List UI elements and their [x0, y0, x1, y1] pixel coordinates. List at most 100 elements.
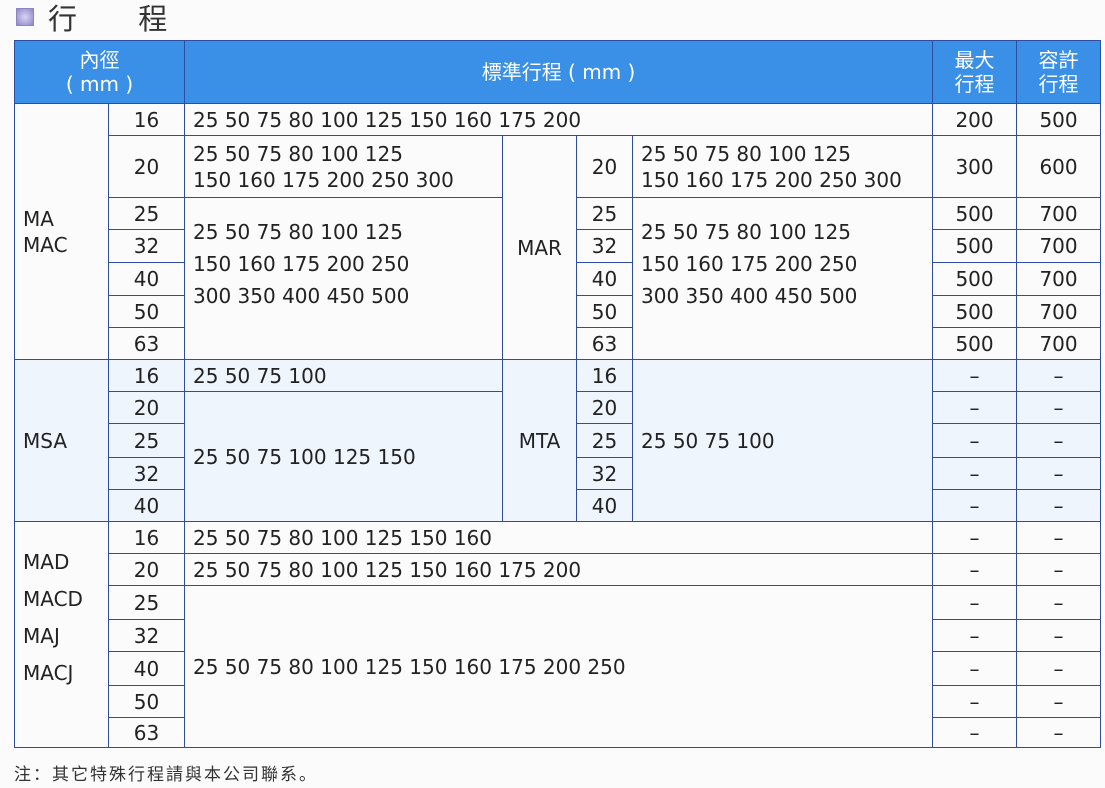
bore-cell: 20 [576, 135, 634, 198]
stroke-cell: 25 50 75 80 100 125 150 160 175 200 250 3… [184, 135, 504, 198]
stroke-cell: 25 50 75 80 100 125 150 160 175 200 [184, 553, 934, 586]
table-row: MSA 16 25 50 75 100 MTA 16 25 50 75 100 … [14, 359, 1102, 522]
allow-cell: 500 [1016, 103, 1102, 136]
max-cell: – [932, 619, 1018, 652]
table-row: 40 40 – – [15, 489, 1102, 522]
table-row: 20 25 50 75 80 100 125 150 160 175 200 25… [15, 135, 1102, 360]
bore-cell: 32 [576, 229, 634, 263]
max-cell: 500 [932, 327, 1018, 360]
max-cell: 500 [932, 295, 1018, 328]
stroke-cell: 25 50 75 100 125 150 [184, 391, 504, 522]
allow-cell: – [1016, 489, 1102, 522]
bore-cell: 20 [107, 553, 186, 586]
stroke-cell: 25 50 75 100 [184, 359, 504, 392]
allow-cell: – [1016, 423, 1102, 458]
stroke-cell: 25 50 75 80 100 125 150 160 175 200 250 3… [632, 135, 934, 198]
table-row: 50 – – [15, 685, 1102, 718]
max-cell: – [932, 457, 1018, 490]
table-row: 25 25 – – [15, 423, 1102, 458]
bore-cell: 40 [107, 651, 186, 686]
bore-cell: 25 [107, 423, 186, 458]
table-row: MA MAC 16 25 50 75 80 100 125 150 160 175… [14, 103, 1102, 360]
stroke-cell: 25 50 75 80 100 125 150 160 [184, 521, 934, 554]
bore-cell: 20 [576, 391, 634, 424]
max-cell: – [932, 717, 1018, 748]
table-row: 20 25 50 75 100 125 150 20 – – [15, 391, 1102, 522]
bore-cell: 40 [107, 489, 186, 522]
table-row: 40 40 500 700 [15, 262, 1102, 296]
stroke-header: 標準行程 ( mm ) [184, 40, 934, 104]
allow-cell: – [1016, 619, 1102, 652]
bore-cell: 25 [107, 585, 186, 620]
bore-cell: 40 [576, 262, 634, 296]
bore-cell: 40 [576, 489, 634, 522]
bore-cell: 20 [107, 135, 186, 198]
bore-cell: 50 [107, 295, 186, 328]
bore-cell: 63 [107, 717, 186, 748]
bore-cell: 16 [107, 103, 186, 136]
allow-cell: – [1016, 585, 1102, 620]
max-cell: – [932, 553, 1018, 586]
table-row: 50 50 500 700 [15, 295, 1102, 328]
allow-cell: – [1016, 553, 1102, 586]
table-row: 32 32 500 700 [15, 229, 1102, 263]
model-cell-mta: MTA [502, 359, 578, 522]
max-cell: 500 [932, 197, 1018, 230]
table-row: 25 25 50 75 80 100 125 150 160 175 200 25… [15, 197, 1102, 360]
allow-stroke-header: 容許 行程 [1016, 40, 1102, 104]
bore-cell: 16 [107, 359, 186, 392]
table-row: 32 – – [15, 619, 1102, 652]
bore-cell: 32 [107, 619, 186, 652]
max-cell: 200 [932, 103, 1018, 136]
allow-cell: – [1016, 457, 1102, 490]
allow-cell: – [1016, 685, 1102, 718]
max-cell: – [932, 521, 1018, 554]
table-row: 32 32 – – [15, 457, 1102, 490]
stroke-table: 內徑( mm ) 標準行程 ( mm ) 最大 行程 容許 行程 MA MAC 16 … [13, 40, 1102, 748]
section-title: 行 程 [16, 0, 193, 36]
model-cell: MSA [14, 359, 109, 522]
allow-cell: – [1016, 359, 1102, 392]
stroke-cell: 25 50 75 100 [632, 359, 934, 522]
stroke-cell: 25 50 75 80 100 125 150 160 175 200 250 30… [632, 197, 934, 360]
bore-cell: 16 [107, 521, 186, 554]
footnote: 注：其它特殊行程請與本公司聯系。 [14, 765, 318, 785]
max-cell: – [932, 651, 1018, 686]
bore-cell: 63 [107, 327, 186, 360]
allow-cell: 700 [1016, 197, 1102, 230]
table-row: 20 25 50 75 80 100 125 150 160 175 200 –… [15, 553, 1102, 586]
bore-cell: 16 [576, 359, 634, 392]
allow-cell: 700 [1016, 327, 1102, 360]
max-cell: 300 [932, 135, 1018, 198]
model-cell: MAD MACD MAJ MACJ [14, 521, 109, 748]
header-row: 內徑( mm ) 標準行程 ( mm ) 最大 行程 容許 行程 [13, 40, 1102, 104]
bore-cell: 32 [107, 229, 186, 263]
bore-header: 內徑( mm ) [13, 40, 186, 104]
stroke-cell: 25 50 75 80 100 125 150 160 175 200 250 30… [184, 197, 504, 360]
max-cell: – [932, 423, 1018, 458]
allow-cell: – [1016, 391, 1102, 424]
max-cell: 500 [932, 262, 1018, 296]
max-stroke-header: 最大 行程 [932, 40, 1018, 104]
model-cell: MA MAC [14, 103, 109, 360]
model-cell-mar: MAR [502, 135, 578, 360]
bore-cell: 25 [107, 197, 186, 230]
allow-cell: 600 [1016, 135, 1102, 198]
bullet-square-icon [16, 8, 34, 26]
table-row: MAD MACD MAJ MACJ 16 25 50 75 80 100 125 15… [14, 521, 1102, 748]
bore-cell: 25 [576, 197, 634, 230]
allow-cell: 700 [1016, 262, 1102, 296]
stroke-cell: 25 50 75 80 100 125 150 160 175 200 [184, 103, 934, 136]
table-row: 63 – – [15, 717, 1102, 748]
max-cell: – [932, 585, 1018, 620]
max-cell: – [932, 489, 1018, 522]
bore-cell: 25 [576, 423, 634, 458]
bore-cell: 40 [107, 262, 186, 296]
allow-cell: 700 [1016, 229, 1102, 263]
bore-cell: 50 [107, 685, 186, 718]
bore-cell: 32 [107, 457, 186, 490]
stroke-cell: 25 50 75 80 100 125 150 160 175 200 250 [184, 585, 934, 748]
bore-cell: 20 [107, 391, 186, 424]
max-cell: – [932, 685, 1018, 718]
allow-cell: – [1016, 717, 1102, 748]
